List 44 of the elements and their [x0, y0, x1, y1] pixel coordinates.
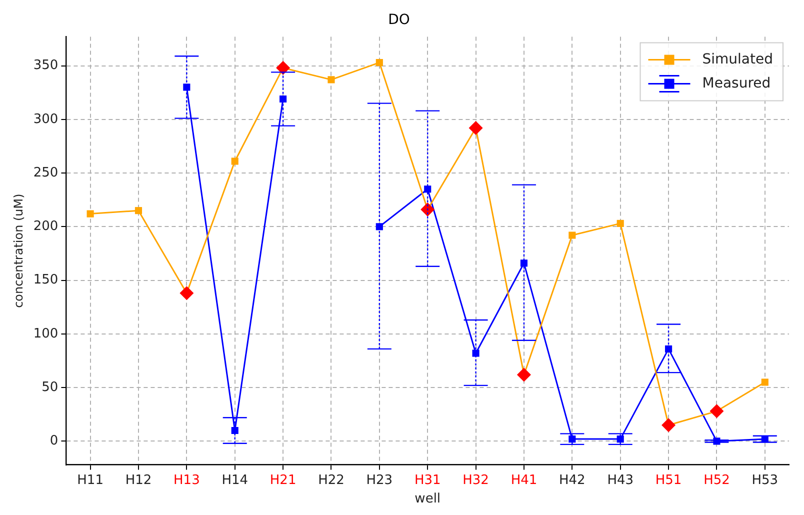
x-tick-label: H42 — [559, 472, 586, 488]
point — [665, 345, 672, 352]
y-tick-label: 200 — [33, 219, 58, 234]
chart-title: DO — [388, 12, 410, 28]
y-axis-title: concentration (uM) — [11, 194, 26, 308]
y-tick-label: 150 — [33, 272, 58, 288]
y-tick-label: 100 — [33, 326, 58, 342]
point — [616, 220, 624, 227]
x-tick-label: H23 — [366, 472, 393, 488]
x-tick-label: H22 — [318, 472, 344, 488]
point — [472, 350, 480, 357]
point — [134, 207, 142, 214]
point — [376, 223, 383, 230]
point — [86, 210, 94, 218]
point — [231, 158, 238, 165]
y-tick-label: 50 — [42, 380, 58, 395]
x-axis-title: well — [414, 492, 441, 507]
x-tick-label: H43 — [607, 472, 634, 488]
x-tick-label: H11 — [77, 472, 104, 488]
point — [280, 95, 287, 103]
x-tick-label: H31 — [414, 472, 441, 488]
x-tick-label: H12 — [125, 472, 152, 488]
x-tick-label: H52 — [704, 472, 730, 488]
x-tick-label: H41 — [510, 472, 538, 488]
y-tick-label: 0 — [50, 434, 58, 449]
y-tick-label: 300 — [33, 112, 58, 127]
x-tick-label: H21 — [270, 472, 296, 488]
point — [328, 76, 335, 84]
y-tick-label: 250 — [33, 165, 58, 180]
point — [424, 186, 432, 193]
x-tick-label: H13 — [174, 472, 200, 488]
x-tick-label: H14 — [222, 472, 248, 488]
point — [761, 378, 768, 386]
x-tick-label: H51 — [655, 472, 682, 488]
y-tick-label: 350 — [33, 58, 58, 74]
point — [231, 426, 238, 434]
x-tick-label: H32 — [462, 472, 489, 488]
x-tick-label: H53 — [752, 472, 778, 488]
point — [520, 260, 528, 267]
point — [183, 84, 190, 91]
legend-label: Simulated — [702, 51, 774, 68]
legend-label: Measured — [702, 75, 771, 92]
point — [568, 232, 576, 239]
point — [376, 59, 383, 66]
